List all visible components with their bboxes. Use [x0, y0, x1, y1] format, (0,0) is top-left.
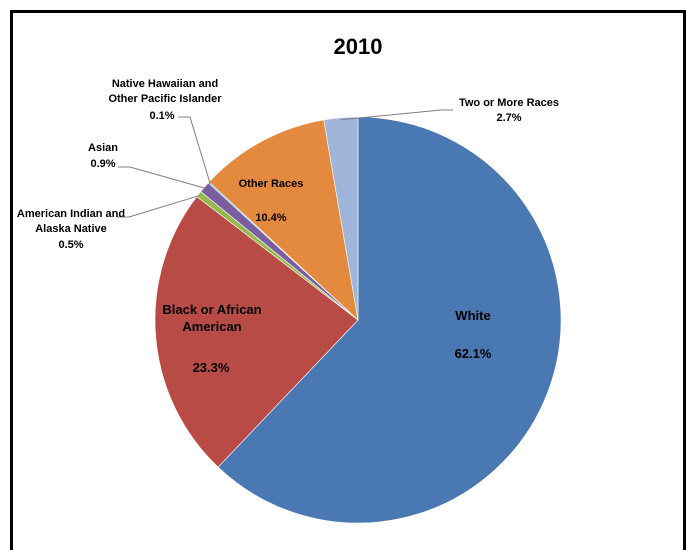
label-aian-line2: Alaska Native	[35, 223, 107, 235]
slice-black-or-african-american	[154, 196, 359, 468]
leader-line-asian	[118, 166, 207, 189]
slice-two-or-more-races	[323, 116, 359, 321]
label-black-line2: American	[182, 319, 241, 334]
slice-white	[217, 116, 562, 524]
label-asian: Asian	[88, 142, 118, 154]
label-nhpi-line1: Native Hawaiian and	[112, 78, 218, 90]
value-aian: 0.5%	[58, 239, 83, 251]
label-black-line1: Black or African	[162, 302, 261, 317]
chart-title: 2010	[334, 34, 383, 59]
slices	[154, 116, 562, 524]
value-other: 10.4%	[255, 212, 286, 224]
value-nhpi: 0.1%	[149, 110, 174, 122]
leader-lines	[117, 109, 453, 218]
value-asian: 0.9%	[90, 158, 115, 170]
leader-line-american-indian-and-alaska-native	[117, 194, 201, 218]
leader-line-two-or-more-races	[340, 109, 453, 121]
label-two-or-more: Two or More Races	[459, 97, 559, 109]
label-white: White	[455, 308, 490, 323]
leader-line-native-hawaiian-and-other-pacific-islander	[178, 116, 211, 184]
value-white: 62.1%	[455, 346, 492, 361]
slice-other-races	[208, 119, 359, 321]
chart-frame	[10, 10, 686, 550]
label-aian-line1: American Indian and	[17, 208, 125, 220]
label-nhpi-line2: Other Pacific Islander	[108, 93, 222, 105]
value-two-or-more: 2.7%	[496, 112, 521, 124]
value-black: 23.3%	[193, 360, 230, 375]
label-other: Other Races	[239, 178, 304, 190]
